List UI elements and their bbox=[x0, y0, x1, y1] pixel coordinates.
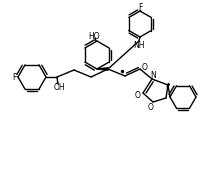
Text: F: F bbox=[137, 3, 142, 12]
Text: NH: NH bbox=[133, 40, 144, 50]
Text: O: O bbox=[134, 90, 140, 99]
Text: HO: HO bbox=[88, 31, 99, 40]
Text: O: O bbox=[147, 103, 153, 111]
Polygon shape bbox=[166, 84, 169, 87]
Polygon shape bbox=[96, 68, 108, 70]
Text: F: F bbox=[12, 73, 16, 82]
Text: ·: · bbox=[153, 76, 156, 86]
Text: N: N bbox=[149, 71, 155, 79]
Text: ȮH: ȮH bbox=[53, 83, 64, 92]
Text: O: O bbox=[141, 62, 147, 72]
